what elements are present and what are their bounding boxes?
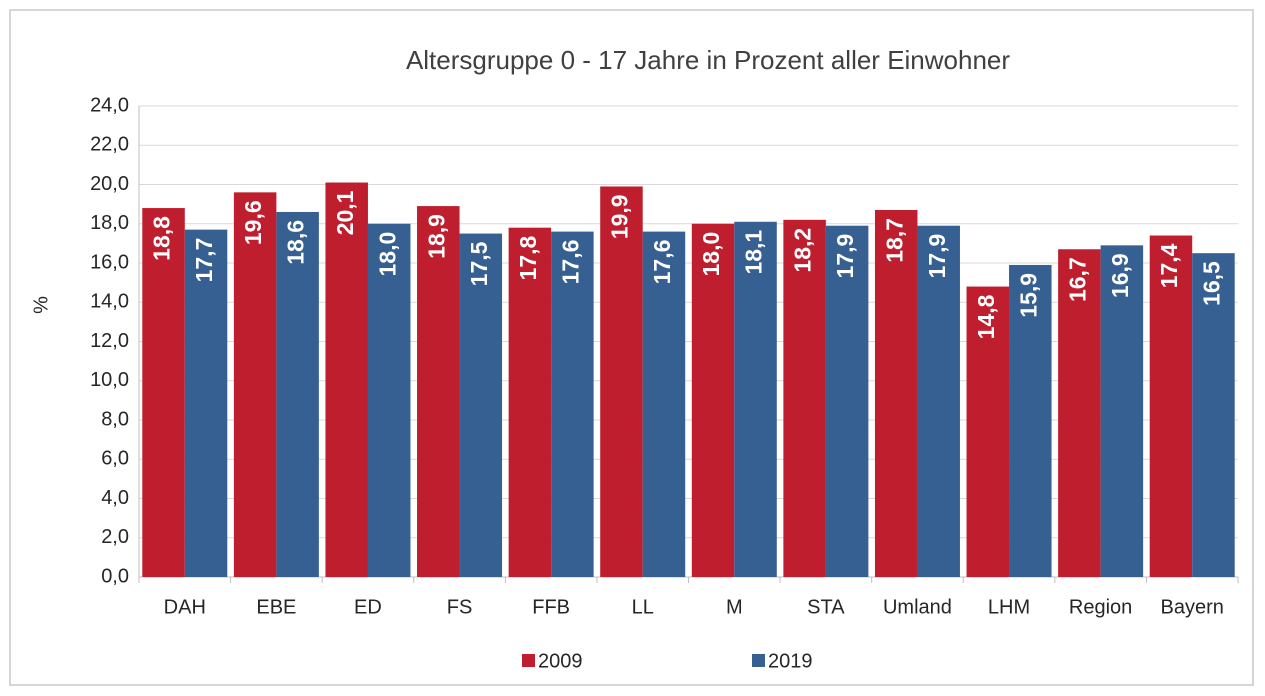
data-label: 18,1 [741,230,767,275]
bar [1192,253,1235,577]
y-tick-label: 14,0 [90,291,129,313]
x-tick-label: FS [447,596,473,618]
bar [276,211,319,577]
data-label: 17,8 [515,235,541,280]
legend-label: 2019 [768,650,813,672]
bar [600,186,643,577]
data-label: 17,5 [466,241,492,286]
y-tick-label: 16,0 [90,251,129,273]
bar [1009,264,1052,577]
data-label: 17,4 [1156,243,1182,288]
legend-swatch [752,654,765,667]
bar [1100,245,1144,577]
y-tick-label: 0,0 [101,565,129,587]
data-label: 16,9 [1107,253,1133,298]
x-tick-label: Region [1069,596,1132,618]
bar [551,231,594,577]
bar [367,223,411,577]
data-label: 19,6 [240,200,266,245]
bar [417,206,460,577]
legend-swatch [522,654,535,667]
bar [691,223,735,577]
data-label: 17,9 [924,234,950,279]
data-label: 18,8 [149,216,175,261]
x-tick-label: LHM [988,596,1030,618]
data-label: 18,0 [698,232,724,277]
data-label: 17,7 [191,238,217,283]
bar [142,208,185,578]
data-label: 18,2 [790,228,816,273]
y-tick-label: 12,0 [90,330,129,352]
y-tick-label: 20,0 [90,173,129,195]
y-tick-label: 24,0 [90,94,129,116]
y-tick-label: 6,0 [101,448,129,470]
data-label: 14,8 [973,294,999,339]
data-label: 17,6 [649,240,675,285]
data-label: 16,5 [1199,261,1225,306]
x-tick-label: Bayern [1161,596,1224,618]
x-tick-label: EBE [256,596,296,618]
data-label: 18,6 [283,220,309,265]
y-tick-label: 22,0 [90,134,129,156]
bar [783,219,826,577]
legend-label: 2009 [538,650,583,672]
y-tick-label: 8,0 [101,408,129,430]
chart-title: Altersgruppe 0 - 17 Jahre in Prozent all… [406,45,1010,75]
y-tick-label: 10,0 [90,369,129,391]
bar [734,221,777,577]
bar [1149,235,1193,577]
bar [966,286,1010,577]
bar [459,233,503,577]
data-label: 17,6 [557,240,583,285]
bar [1058,249,1101,577]
data-label: 18,7 [881,218,907,263]
data-label: 15,9 [1015,273,1041,318]
data-label: 19,9 [607,194,633,239]
bar [917,225,960,577]
x-tick-label: M [726,596,743,618]
bar [508,227,552,578]
x-tick-label: FFB [532,596,570,618]
bar [642,231,686,577]
bar [233,192,277,577]
y-axis-label: % [30,296,52,314]
x-tick-label: Umland [883,596,952,618]
data-label: 20,1 [332,190,358,235]
data-label: 18,9 [423,214,449,259]
data-label: 18,0 [374,232,400,277]
bar [184,229,228,577]
bar [325,182,368,577]
data-label: 17,9 [832,234,858,279]
bar [874,210,918,577]
y-tick-label: 18,0 [90,212,129,234]
x-tick-label: DAH [164,596,206,618]
y-tick-label: 2,0 [101,526,129,548]
y-tick-label: 4,0 [101,487,129,509]
bar [825,225,869,577]
x-tick-label: ED [354,596,382,618]
data-label: 16,7 [1064,257,1090,302]
x-tick-label: LL [632,596,654,618]
x-tick-label: STA [807,596,845,618]
